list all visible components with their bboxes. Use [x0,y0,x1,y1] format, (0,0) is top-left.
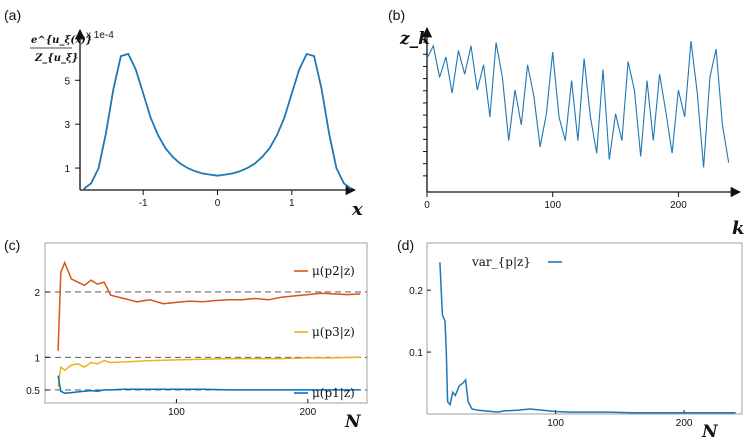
panel-c-xtick-label: 200 [300,407,317,418]
panel-a-xtick-label: 0 [215,198,221,209]
panel-c-reference-lines [45,291,367,391]
panel-c-series-line-3 [57,375,361,394]
panel-a-ytick-label: 5 [64,76,70,87]
panel-c-xlabel: N [344,412,362,432]
panel-a-label: (a) [4,7,21,23]
panel-a-xlabel: x [351,199,363,220]
panel-a-scale-note: x 1e-4 [86,30,114,41]
panel-a: (a) -1 0 1 1 3 5 e^{u_ξ(x)} Z_{u_ξ} x 1e-4 x [4,7,363,220]
panel-c-frame [44,242,368,404]
panel-c-series [57,260,361,394]
panel-c-legend-label-3: μ(p1|z) [312,386,355,400]
panel-b-xlabel: k [732,218,744,239]
panel-c-series-line-2 [57,356,361,387]
panel-d-series [439,262,736,414]
panel-c-legend-label-2: μ(p3|z) [312,325,355,339]
panel-d-xtick-label: 100 [547,418,564,429]
panel-b-ylabel: z_k [399,29,430,49]
panel-a-ylabel-numerator: e^{u_ξ(x)} [31,35,92,46]
panel-c-label: (c) [4,237,20,253]
panel-d-ytick-label: 0.2 [409,286,423,297]
panel-d-ticks: 100 200 0.1 0.2 [409,286,693,429]
panel-a-density-curve [83,52,352,190]
panel-d-xtick-label: 200 [676,418,693,429]
panel-d-frame [426,242,743,415]
panel-b-label: (b) [388,7,405,23]
panel-a-xtick-label: 1 [289,198,295,209]
panel-a-ticks: -1 0 1 1 3 5 [64,76,295,209]
panel-b-xtick-label: 100 [544,200,561,211]
panel-d-label: (d) [397,237,414,253]
panel-b-trace-line [426,41,730,168]
panel-a-ylabel-denominator: Z_{u_ξ} [34,53,78,64]
panel-c-ytick-label: 2 [34,288,40,299]
panel-c: (c) 100 200 0.5 1 2 μ(p2|z) μ(p3|z) μ(p1|z) N [4,237,368,432]
panel-c-ytick-label: 0.5 [26,386,40,397]
panel-a-ytick-label: 3 [64,120,70,131]
panel-d-legend-label: var_{p|z} [471,255,531,269]
panel-c-xtick-label: 100 [168,407,185,418]
panel-c-legend: μ(p2|z) μ(p3|z) μ(p1|z) [294,264,355,400]
panel-c-legend-label-1: μ(p2|z) [312,264,355,278]
panel-b-ticks: 0 100 200 [423,41,687,211]
panel-c-ytick-label: 1 [34,353,40,364]
panel-a-xtick-label: -1 [139,198,148,209]
panel-d-legend: var_{p|z} [471,255,562,269]
panel-d-series-line-1 [439,262,736,414]
panel-c-series-line-1 [57,260,361,351]
panel-b-xtick-label: 200 [670,200,687,211]
panel-b-xtick-label: 0 [424,200,430,211]
panel-a-ytick-label: 1 [64,164,70,175]
panel-d-xlabel: N [701,422,719,439]
panel-d-ytick-label: 0.1 [409,348,423,359]
panel-d: (d) 100 200 0.1 0.2 var_{p|z} N [397,237,743,439]
panel-c-ticks: 100 200 0.5 1 2 [26,288,317,418]
panel-b: (b) 0 100 200 z_k k [388,7,744,239]
